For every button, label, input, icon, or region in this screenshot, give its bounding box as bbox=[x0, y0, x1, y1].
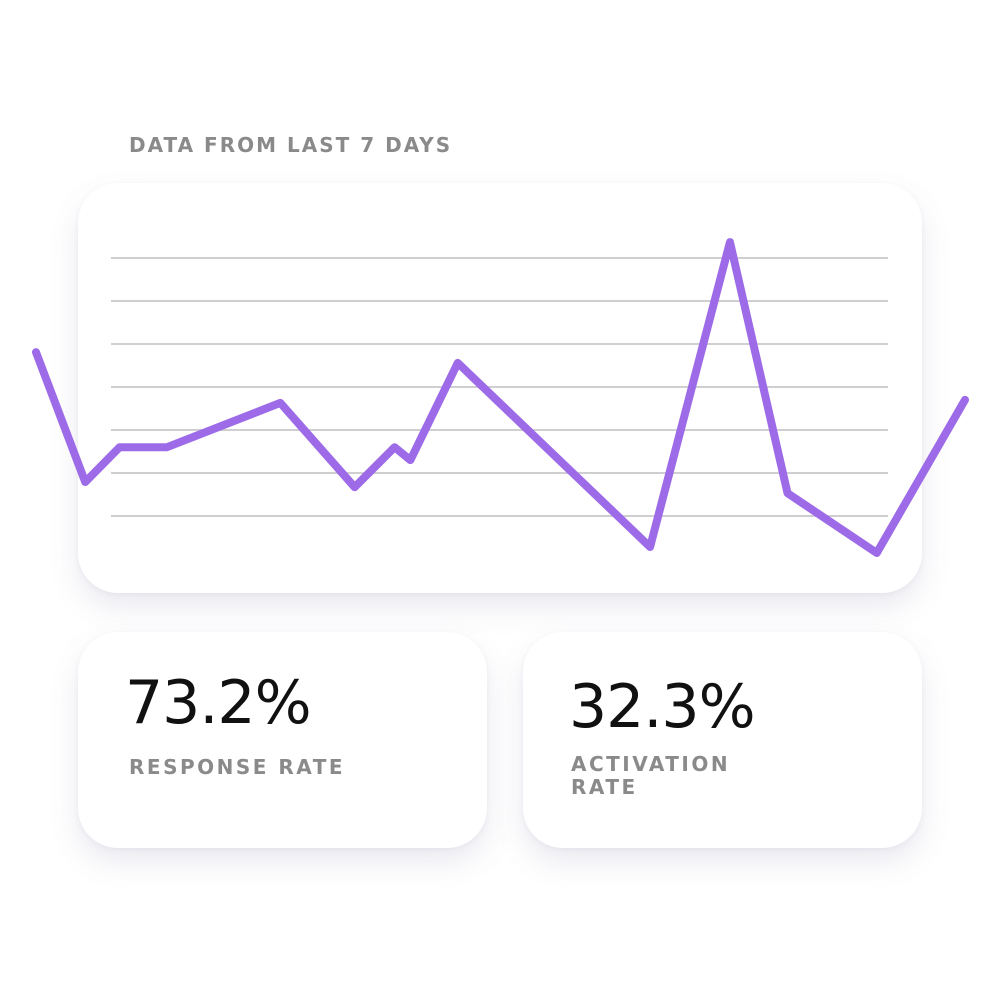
data-line bbox=[32, 238, 969, 557]
stat-label: RESPONSE RATE bbox=[129, 755, 346, 779]
stat-label: ACTIVATION RATE bbox=[571, 752, 731, 799]
stat-card bbox=[78, 632, 487, 848]
stat-card bbox=[523, 632, 922, 848]
chart-title: DATA FROM LAST 7 DAYS bbox=[129, 133, 453, 157]
stat-value: 32.3% bbox=[569, 672, 756, 742]
stat-value: 73.2% bbox=[125, 668, 312, 738]
